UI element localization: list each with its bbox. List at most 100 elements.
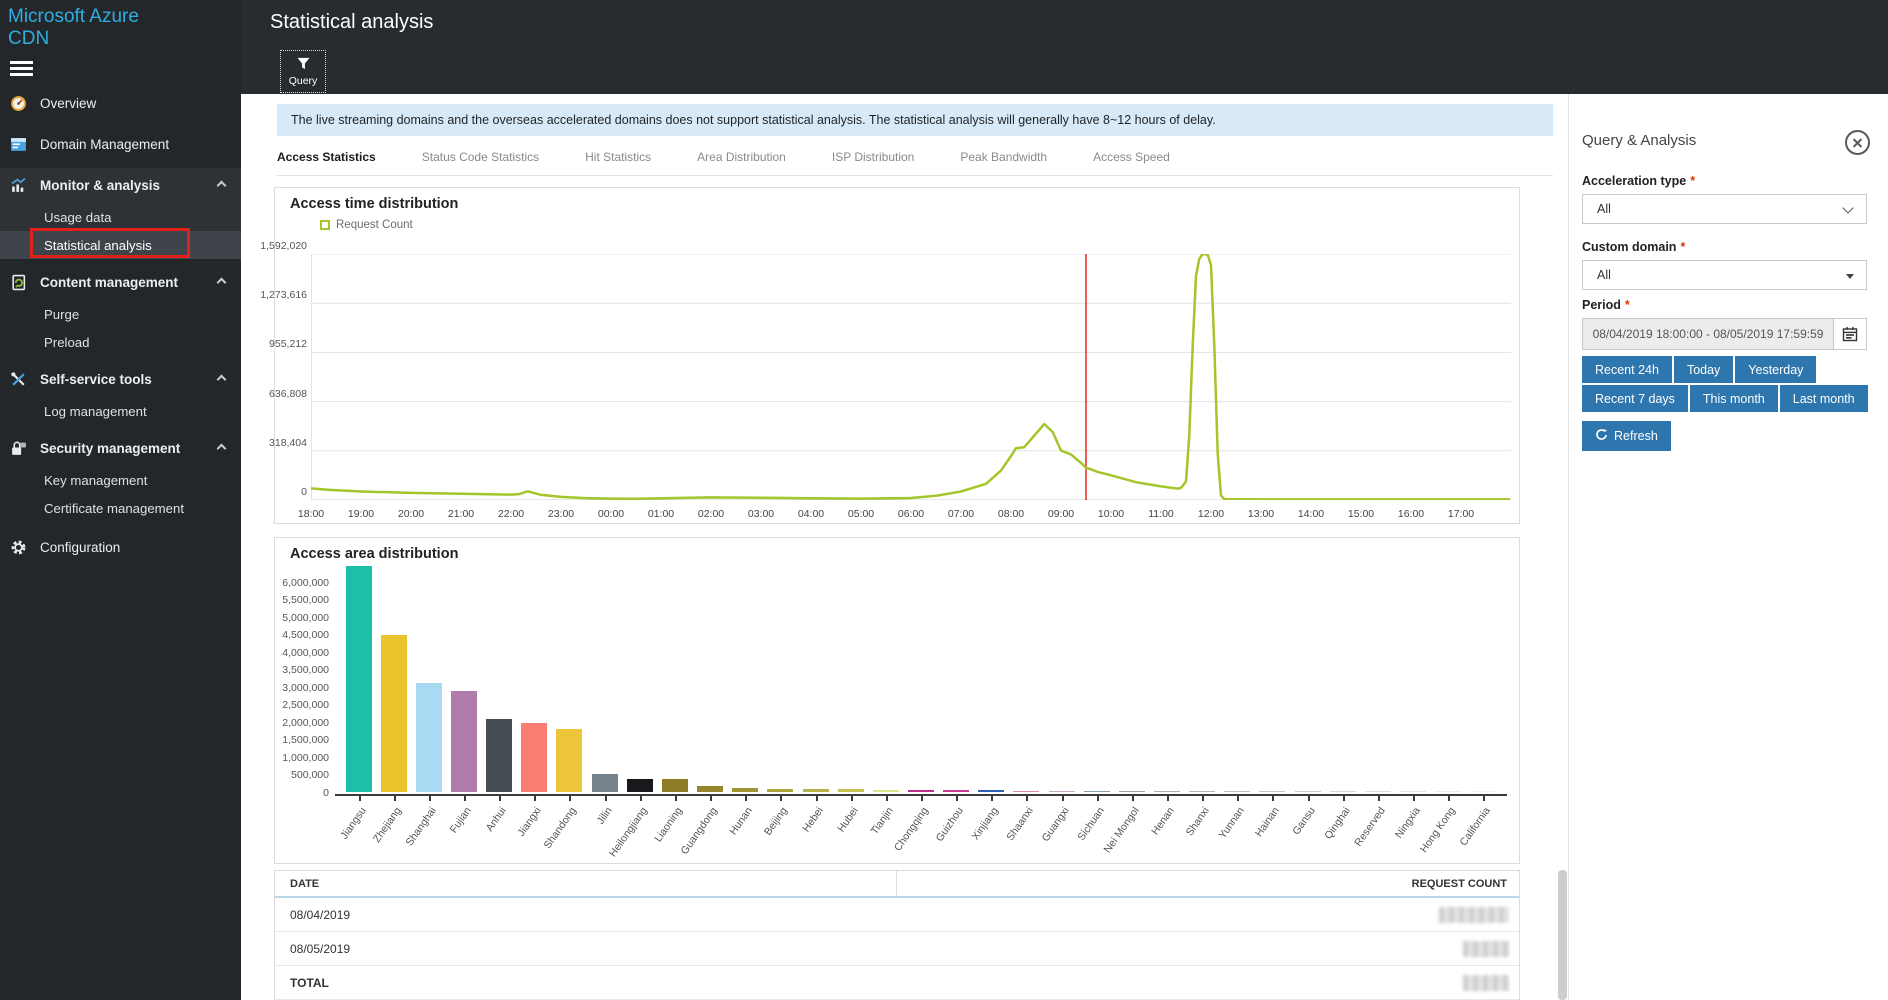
chart-icon: [10, 177, 27, 194]
x-axis-tick-mark: [991, 796, 994, 801]
x-axis-tick-mark: [710, 796, 713, 801]
x-axis-category-label: Yunnan: [1216, 805, 1248, 842]
period-range-input[interactable]: 08/04/2019 18:00:00 - 08/05/2019 17:59:5…: [1582, 318, 1833, 350]
x-axis-tick-mark: [815, 796, 818, 801]
range-button-recent-24h[interactable]: Recent 24h: [1582, 356, 1672, 383]
range-button-today[interactable]: Today: [1673, 356, 1734, 383]
tab-access-statistics[interactable]: Access Statistics: [277, 150, 376, 164]
chevron-up-icon[interactable]: [216, 180, 227, 191]
sidebar-item-label: Monitor & analysis: [40, 178, 161, 193]
chevron-down-icon: [1842, 202, 1854, 214]
x-axis-tick: 08:00: [997, 508, 1025, 520]
sidebar-item-log-management[interactable]: Log management: [0, 397, 241, 425]
bar-anhui: [486, 719, 513, 792]
tab-isp-distribution[interactable]: ISP Distribution: [831, 150, 915, 164]
x-axis-tick-mark: [885, 796, 888, 801]
x-axis-tick-mark: [358, 796, 361, 801]
sidebar-item-key-management[interactable]: Key management: [0, 466, 241, 494]
content-sync-icon: [10, 274, 27, 291]
table-row-total[interactable]: TOTAL: [275, 966, 1519, 1000]
access-time-line-chart[interactable]: [309, 252, 1511, 501]
tab-area-distribution[interactable]: Area Distribution: [697, 150, 786, 164]
x-axis-category-label: Henan: [1149, 805, 1177, 838]
y-axis-tick: 3,000,000: [282, 681, 329, 694]
table-cell-date: TOTAL: [290, 975, 329, 990]
chevron-up-icon[interactable]: [216, 443, 227, 454]
sidebar-item-security-management[interactable]: Security management: [0, 431, 241, 466]
table-row-08-04-2019[interactable]: 08/04/2019: [275, 898, 1519, 932]
table-cell-request-count-redacted: [1463, 974, 1509, 991]
range-button-yesterday[interactable]: Yesterday: [1735, 356, 1817, 383]
chevron-up-icon[interactable]: [216, 374, 227, 385]
x-axis-category-label: Hong Kong: [1418, 805, 1459, 855]
sidebar-item-overview[interactable]: Overview: [0, 86, 241, 121]
y-axis-tick: 1,500,000: [282, 734, 329, 747]
access-area-bar-chart[interactable]: Jiangsu Zhejiang Shanghai Fujian Anhui Jiangx…: [275, 538, 1519, 863]
bar-chongqing: [907, 789, 934, 792]
sidebar: Microsoft Azure CDN Overview Domain Manag…: [0, 0, 241, 1000]
refresh-button[interactable]: Refresh: [1582, 421, 1671, 451]
x-axis-tick: 07:00: [947, 508, 975, 520]
y-axis-tick: 1,592,020: [260, 240, 307, 252]
custom-domain-select[interactable]: All: [1582, 260, 1867, 290]
y-axis-tick: 0: [301, 486, 307, 498]
close-icon[interactable]: [1845, 130, 1870, 155]
sidebar-item-label: Key management: [44, 472, 148, 488]
x-axis-tick-mark: [464, 796, 467, 801]
window-icon: [10, 136, 27, 153]
x-axis-tick: 17:00: [1447, 508, 1475, 520]
chevron-up-icon[interactable]: [216, 277, 227, 288]
x-axis-category-label: Gansu: [1289, 805, 1318, 838]
legend[interactable]: Request Count: [320, 219, 413, 231]
x-axis-tick: 20:00: [397, 508, 425, 520]
tools-icon: [10, 371, 27, 388]
table-row-08-05-2019[interactable]: 08/05/2019: [275, 932, 1519, 966]
sidebar-item-configuration[interactable]: Configuration: [0, 530, 241, 565]
sidebar-item-preload[interactable]: Preload: [0, 328, 241, 356]
x-axis-category-label: Ningxia: [1392, 805, 1423, 841]
sidebar-item-domain-management[interactable]: Domain Management: [0, 127, 241, 162]
tab-hit-statistics[interactable]: Hit Statistics: [585, 150, 652, 164]
acceleration-type-select[interactable]: All: [1582, 194, 1867, 224]
sidebar-item-purge[interactable]: Purge: [0, 300, 241, 328]
lock-icon: [10, 440, 27, 457]
bar-hong-kong: [1435, 791, 1462, 792]
sidebar-item-label: Preload: [44, 334, 90, 350]
sidebar-item-usage-data[interactable]: Usage data: [0, 203, 241, 231]
x-axis-tick-mark: [1096, 796, 1099, 801]
period-label: Period *: [1582, 298, 1630, 312]
sidebar-item-label: Self-service tools: [40, 372, 152, 387]
sidebar-item-content-management[interactable]: Content management: [0, 265, 241, 300]
sidebar-item-statistical-analysis[interactable]: Statistical analysis: [0, 231, 241, 259]
sidebar-item-label: Content management: [40, 275, 179, 290]
tab-peak-bandwidth[interactable]: Peak Bandwidth: [960, 150, 1048, 164]
bar-jilin: [591, 773, 618, 792]
hamburger-menu-icon[interactable]: [10, 54, 34, 71]
range-button-last-month[interactable]: Last month: [1779, 385, 1868, 412]
query-button-label: Query: [288, 74, 318, 87]
range-button-recent-7-days[interactable]: Recent 7 days: [1582, 385, 1688, 412]
vertical-scrollbar[interactable]: [1558, 870, 1567, 1000]
tab-status-code-statistics[interactable]: Status Code Statistics: [421, 150, 540, 164]
x-axis-category-label: Hunan: [727, 805, 756, 838]
x-axis-tick-mark: [1131, 796, 1134, 801]
x-axis-tick-mark: [1272, 796, 1275, 801]
x-axis-category-label: Shaanxi: [1004, 805, 1037, 843]
bar-henan: [1154, 791, 1181, 792]
x-axis-category-label: Hainan: [1253, 805, 1283, 840]
sidebar-item-monitor-analysis[interactable]: Monitor & analysis: [0, 168, 241, 203]
caret-down-icon: [1846, 274, 1854, 279]
sidebar-item-certificate-management[interactable]: Certificate management: [0, 494, 241, 522]
sidebar-item-self-service-tools[interactable]: Self-service tools: [0, 362, 241, 397]
x-axis-tick: 05:00: [847, 508, 875, 520]
tab-access-speed[interactable]: Access Speed: [1093, 150, 1170, 164]
range-button-this-month[interactable]: This month: [1689, 385, 1778, 412]
calendar-icon[interactable]: [1833, 318, 1867, 350]
x-axis-tick: 22:00: [497, 508, 525, 520]
acceleration-type-value: All: [1597, 202, 1611, 216]
request-count-table: DATE REQUEST COUNT 08/04/2019 08/05/2019 T…: [274, 870, 1520, 1000]
query-button[interactable]: Query: [280, 50, 326, 93]
bar-hebei: [802, 789, 829, 792]
x-axis-category-label: Chongqing: [891, 805, 931, 854]
sidebar-item-label: Security management: [40, 441, 181, 456]
